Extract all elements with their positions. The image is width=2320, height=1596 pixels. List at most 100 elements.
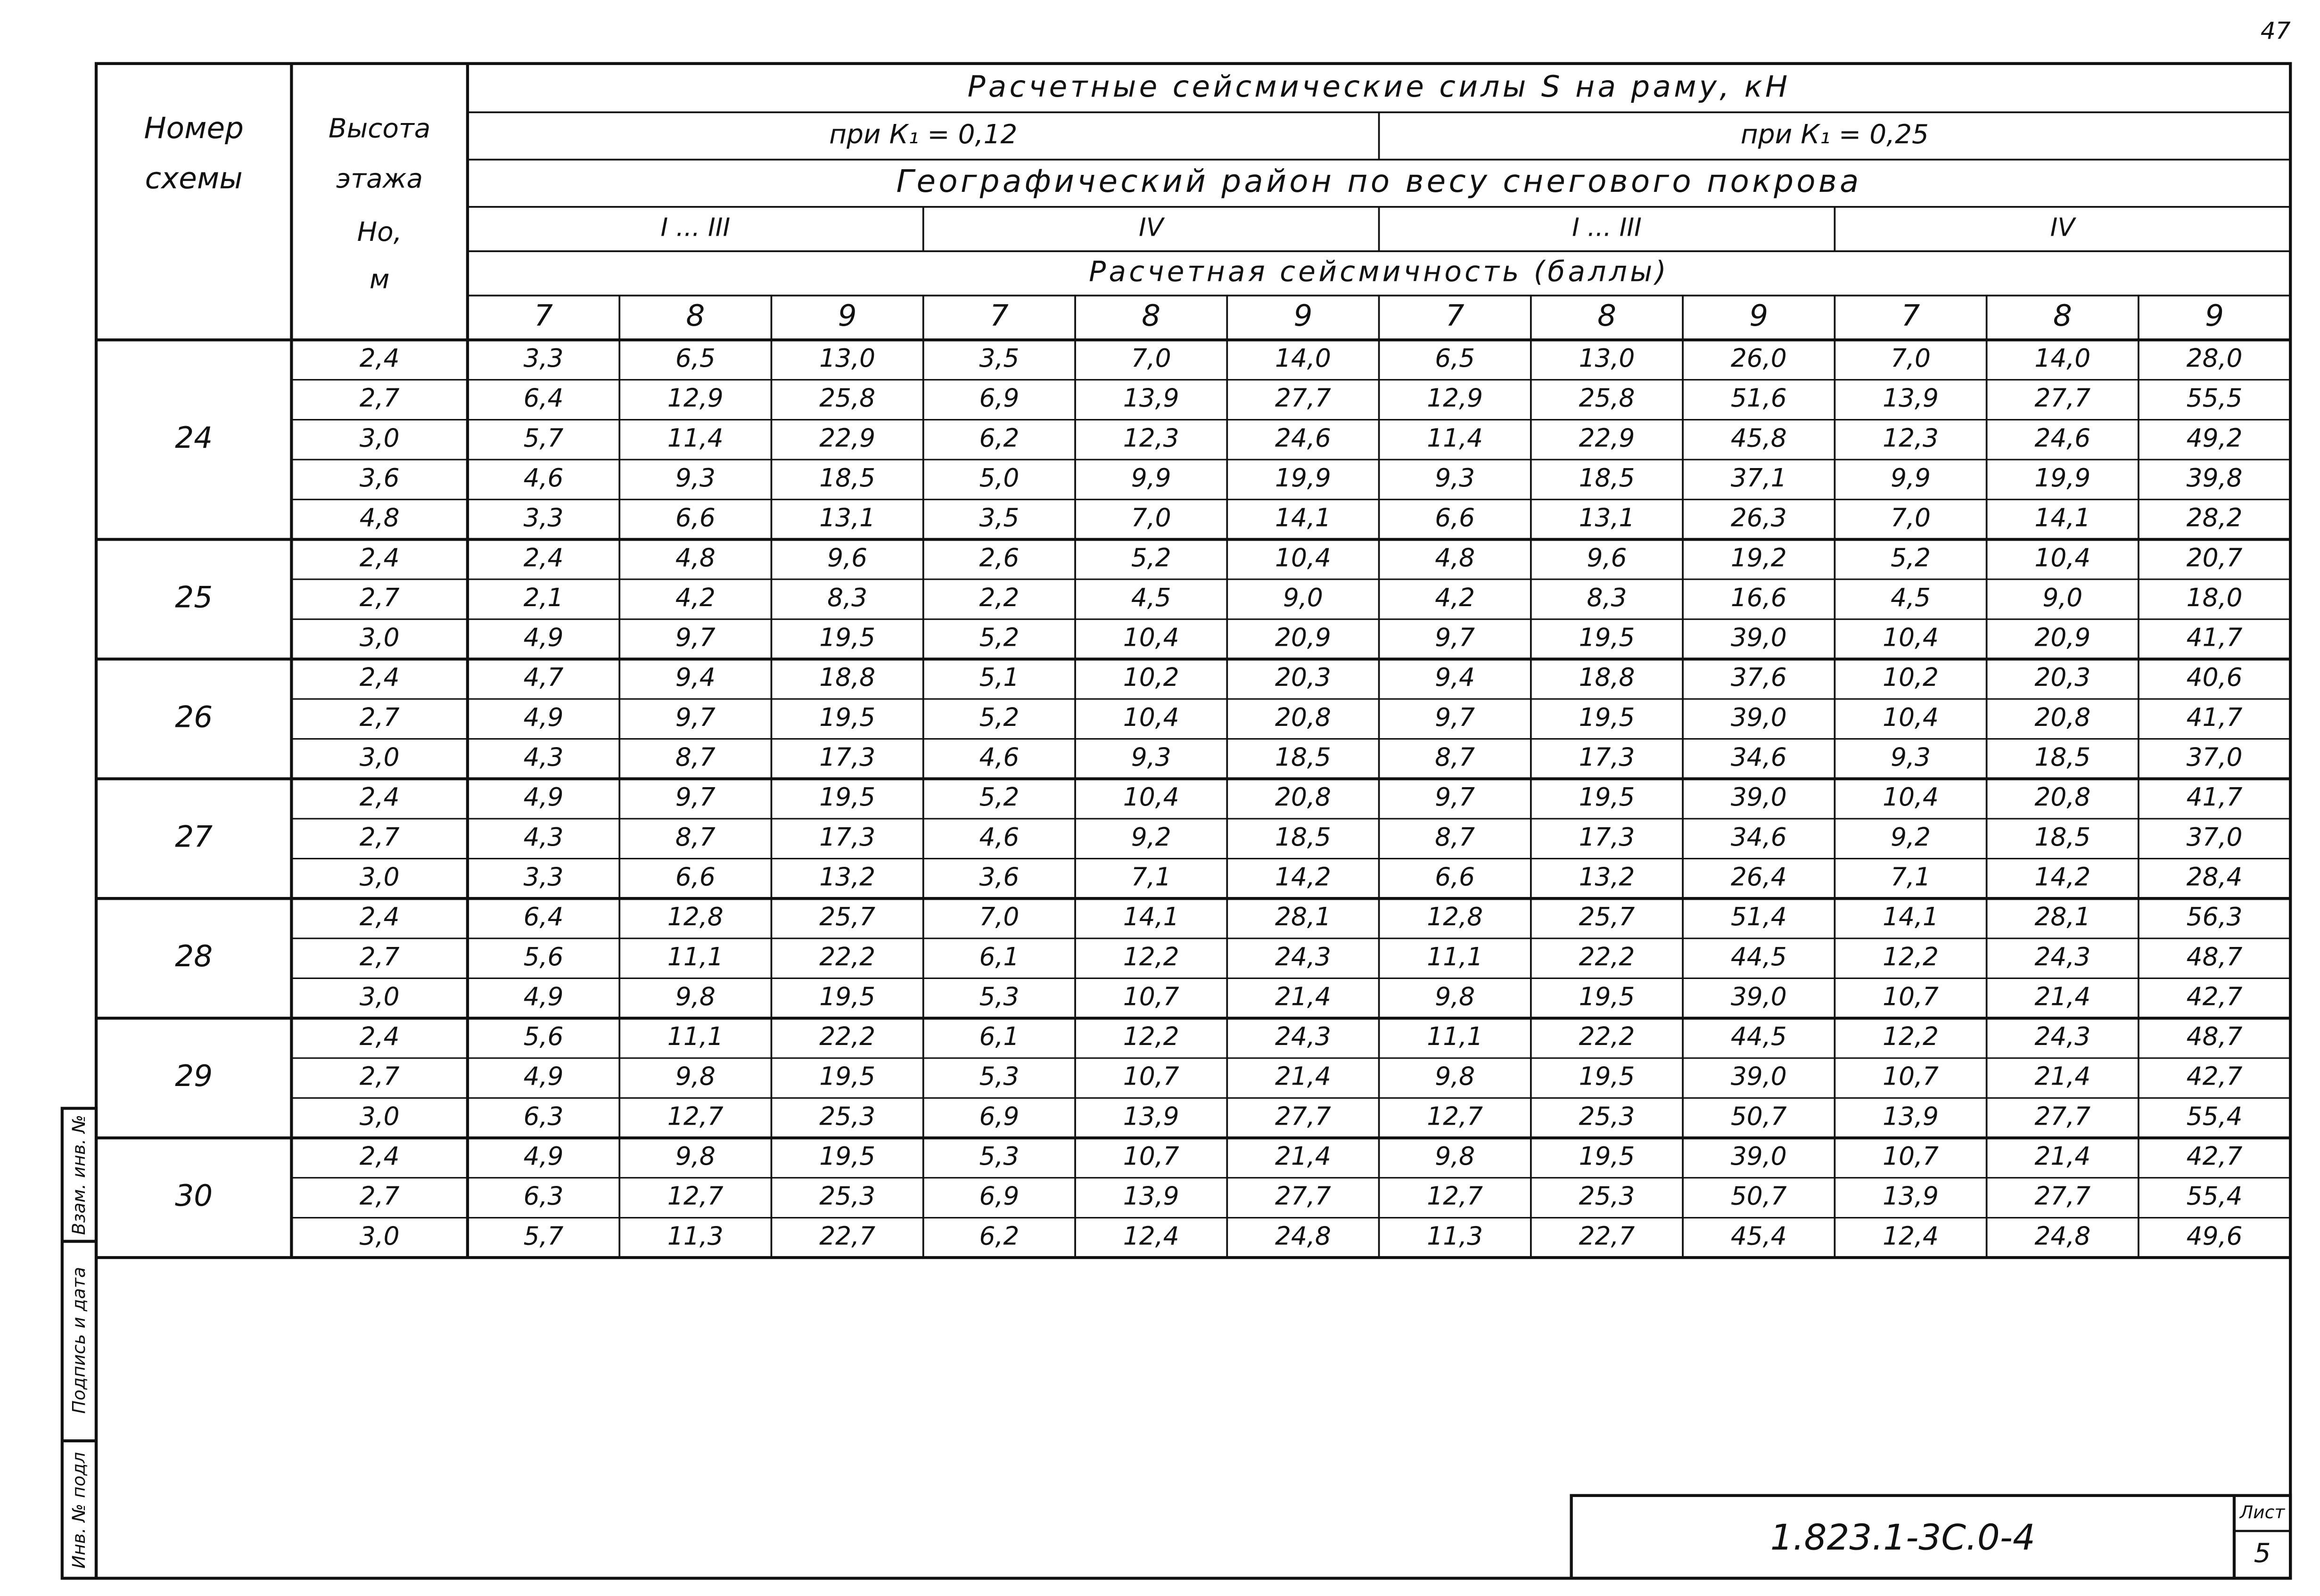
force-value: 11,1 bbox=[667, 942, 724, 971]
force-value: 9,7 bbox=[675, 782, 716, 812]
force-value: 27,7 bbox=[2034, 1101, 2090, 1131]
force-value: 39,8 bbox=[2187, 463, 2243, 493]
force-value: 10,4 bbox=[1883, 702, 1939, 732]
header-intensity: 7 bbox=[534, 298, 553, 333]
force-value: 24,8 bbox=[1275, 1221, 1331, 1250]
force-value: 10,2 bbox=[1883, 662, 1939, 692]
force-value: 18,5 bbox=[2034, 822, 2090, 852]
force-value: 34,6 bbox=[1731, 822, 1787, 852]
height-value: 2,7 bbox=[360, 702, 400, 732]
sheet-label: Лист bbox=[2239, 1502, 2285, 1522]
force-value: 19,9 bbox=[2034, 463, 2090, 493]
document-code: 1.823.1-3С.0-4 bbox=[1770, 1516, 2035, 1558]
header-height: Но, bbox=[357, 217, 402, 247]
force-value: 41,7 bbox=[2187, 702, 2243, 732]
force-value: 20,8 bbox=[2034, 702, 2090, 732]
stamp-label: Взам. инв. № bbox=[68, 1115, 89, 1235]
force-value: 25,3 bbox=[819, 1181, 875, 1211]
force-value: 11,3 bbox=[667, 1221, 724, 1250]
force-value: 2,2 bbox=[979, 583, 1019, 612]
force-value: 10,4 bbox=[1883, 623, 1939, 652]
force-value: 4,6 bbox=[524, 463, 564, 493]
force-value: 13,1 bbox=[819, 503, 875, 533]
force-value: 27,7 bbox=[1275, 1181, 1331, 1211]
force-value: 51,4 bbox=[1731, 902, 1787, 931]
force-value: 13,9 bbox=[1123, 1181, 1179, 1211]
force-value: 50,7 bbox=[1731, 1101, 1787, 1131]
force-value: 20,3 bbox=[1275, 662, 1331, 692]
sheet-number: 5 bbox=[2254, 1538, 2271, 1569]
force-value: 12,2 bbox=[1123, 942, 1179, 971]
force-value: 10,4 bbox=[1275, 543, 1331, 572]
force-value: 6,1 bbox=[979, 1021, 1019, 1051]
force-value: 20,8 bbox=[1275, 782, 1331, 812]
force-value: 4,7 bbox=[524, 662, 564, 692]
force-value: 55,4 bbox=[2187, 1101, 2243, 1131]
header-intensity: 7 bbox=[1901, 298, 1920, 333]
force-value: 4,9 bbox=[524, 981, 564, 1011]
force-value: 21,4 bbox=[1275, 1141, 1331, 1171]
force-value: 28,0 bbox=[2187, 343, 2243, 373]
force-value: 12,4 bbox=[1123, 1221, 1179, 1250]
force-value: 14,1 bbox=[1883, 902, 1939, 931]
force-value: 21,4 bbox=[2034, 981, 2090, 1011]
force-value: 13,2 bbox=[819, 862, 875, 892]
header-height: Высота bbox=[329, 114, 430, 144]
force-value: 16,6 bbox=[1731, 583, 1787, 612]
force-value: 9,8 bbox=[675, 1141, 716, 1171]
force-value: 39,0 bbox=[1731, 1141, 1787, 1171]
force-value: 11,4 bbox=[1427, 423, 1483, 452]
force-value: 9,6 bbox=[1587, 543, 1627, 572]
force-value: 6,1 bbox=[979, 942, 1019, 971]
force-value: 13,1 bbox=[1579, 503, 1635, 533]
force-value: 25,3 bbox=[1579, 1181, 1635, 1211]
force-value: 45,4 bbox=[1731, 1221, 1787, 1250]
header-intensity: 7 bbox=[990, 298, 1009, 333]
force-value: 20,9 bbox=[2034, 623, 2090, 652]
force-value: 17,3 bbox=[819, 822, 875, 852]
force-value: 48,7 bbox=[2187, 1021, 2243, 1051]
header-intensity: 8 bbox=[1142, 298, 1160, 333]
force-value: 2,4 bbox=[524, 543, 564, 572]
force-value: 55,5 bbox=[2187, 383, 2243, 413]
force-value: 19,5 bbox=[1579, 702, 1635, 732]
force-value: 26,3 bbox=[1731, 503, 1787, 533]
height-value: 2,4 bbox=[360, 543, 400, 572]
force-value: 7,1 bbox=[1891, 862, 1931, 892]
force-value: 12,3 bbox=[1123, 423, 1179, 452]
force-value: 8,7 bbox=[1435, 822, 1475, 852]
page-number: 47 bbox=[2261, 16, 2291, 44]
force-value: 49,6 bbox=[2187, 1221, 2243, 1250]
force-value: 21,4 bbox=[2034, 1061, 2090, 1091]
force-value: 12,7 bbox=[1427, 1101, 1483, 1131]
force-value: 6,9 bbox=[979, 1101, 1019, 1131]
header-intensity: 8 bbox=[686, 298, 705, 333]
force-value: 19,5 bbox=[1579, 782, 1635, 812]
force-value: 14,2 bbox=[2034, 862, 2090, 892]
force-value: 7,0 bbox=[1131, 343, 1171, 373]
force-value: 4,5 bbox=[1891, 583, 1931, 612]
force-value: 19,5 bbox=[1579, 981, 1635, 1011]
force-value: 17,3 bbox=[819, 742, 875, 772]
scheme-number: 28 bbox=[175, 939, 213, 973]
force-value: 19,2 bbox=[1731, 543, 1787, 572]
header-intensity: 9 bbox=[838, 298, 857, 333]
force-value: 42,7 bbox=[2187, 1061, 2243, 1091]
force-value: 9,8 bbox=[675, 981, 716, 1011]
force-value: 18,5 bbox=[2034, 742, 2090, 772]
force-value: 28,4 bbox=[2187, 862, 2243, 892]
force-value: 18,5 bbox=[1275, 742, 1331, 772]
header-height: этажа bbox=[336, 164, 423, 194]
header-region: I ... III bbox=[1572, 213, 1642, 242]
force-value: 8,7 bbox=[1435, 742, 1475, 772]
force-value: 6,6 bbox=[1435, 503, 1475, 533]
force-value: 12,9 bbox=[1427, 383, 1483, 413]
force-value: 22,2 bbox=[819, 1021, 875, 1051]
force-value: 9,6 bbox=[827, 543, 867, 572]
header-intensity: 9 bbox=[1749, 298, 1768, 333]
force-value: 39,0 bbox=[1731, 702, 1787, 732]
force-value: 7,0 bbox=[1891, 503, 1931, 533]
height-value: 3,6 bbox=[360, 463, 400, 493]
force-value: 25,3 bbox=[1579, 1101, 1635, 1131]
force-value: 24,3 bbox=[2034, 1021, 2090, 1051]
